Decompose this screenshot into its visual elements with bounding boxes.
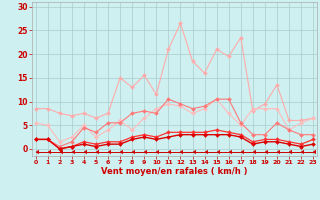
X-axis label: Vent moyen/en rafales ( km/h ): Vent moyen/en rafales ( km/h ) <box>101 167 248 176</box>
